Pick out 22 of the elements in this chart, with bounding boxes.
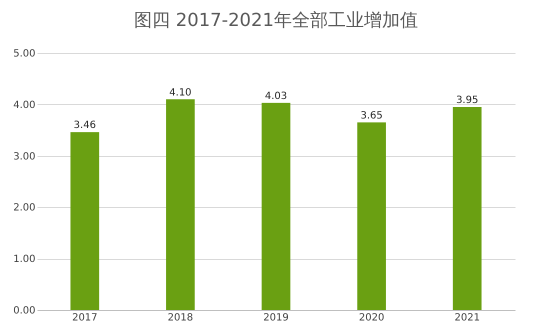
x-tick-label: 2017 bbox=[72, 312, 98, 324]
bar bbox=[166, 99, 195, 310]
data-label: 4.03 bbox=[264, 90, 288, 102]
x-tick-label: 2019 bbox=[263, 312, 289, 324]
data-label: 3.95 bbox=[456, 94, 478, 106]
data-label: 3.46 bbox=[74, 120, 96, 132]
y-tick-label: 2.00 bbox=[13, 202, 36, 214]
bar bbox=[357, 122, 386, 310]
y-tick-label: 3.00 bbox=[13, 151, 36, 162]
x-tick-label: 2018 bbox=[168, 312, 194, 324]
bar bbox=[70, 132, 100, 310]
y-tick-label: 0.00 bbox=[13, 306, 36, 316]
x-tick-label: 2020 bbox=[358, 312, 384, 324]
x-tick-label: 2021 bbox=[454, 312, 480, 324]
data-label: 3.65 bbox=[360, 110, 383, 122]
y-tick-label: 1.00 bbox=[13, 254, 36, 266]
y-tick-label: 4.00 bbox=[13, 100, 36, 111]
bar bbox=[452, 106, 482, 310]
bar bbox=[262, 102, 290, 310]
y-tick-label: 5.00 bbox=[13, 48, 36, 60]
chart-title: 图四 2017-2021年全部工业增加值 bbox=[134, 10, 418, 31]
data-label: 4.10 bbox=[169, 87, 192, 98]
